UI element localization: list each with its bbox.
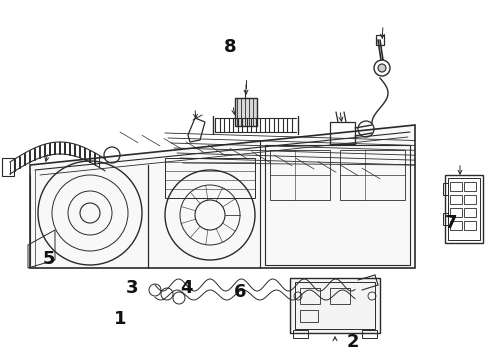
Text: 7: 7 — [444, 214, 457, 232]
Bar — [443, 213, 448, 225]
Text: 4: 4 — [180, 279, 193, 297]
Bar — [330, 122, 355, 144]
Bar — [376, 35, 384, 45]
Bar — [450, 195, 462, 204]
Bar — [450, 221, 462, 230]
Bar — [300, 310, 318, 322]
Bar — [345, 280, 360, 298]
Polygon shape — [30, 125, 415, 268]
Text: 3: 3 — [126, 279, 139, 297]
Bar — [445, 175, 483, 243]
Bar — [290, 278, 380, 333]
Bar — [270, 150, 330, 200]
Bar — [464, 195, 476, 204]
Text: 5: 5 — [43, 250, 55, 268]
Bar — [464, 208, 476, 217]
Text: 6: 6 — [234, 283, 246, 301]
Bar — [362, 330, 377, 338]
Bar — [464, 182, 476, 191]
Bar — [448, 178, 480, 240]
Text: 2: 2 — [346, 333, 359, 351]
Bar — [464, 221, 476, 230]
Text: 1: 1 — [114, 310, 126, 328]
Text: 8: 8 — [224, 38, 237, 56]
Bar — [293, 330, 308, 338]
Bar — [300, 288, 320, 304]
Bar — [265, 145, 410, 265]
Bar — [330, 288, 350, 304]
Circle shape — [378, 64, 386, 72]
Bar — [235, 98, 257, 126]
Bar — [443, 183, 448, 195]
Bar — [450, 208, 462, 217]
Bar — [165, 158, 255, 198]
Bar — [295, 282, 375, 329]
Bar — [450, 182, 462, 191]
Bar — [2, 158, 14, 176]
Bar — [340, 150, 405, 200]
